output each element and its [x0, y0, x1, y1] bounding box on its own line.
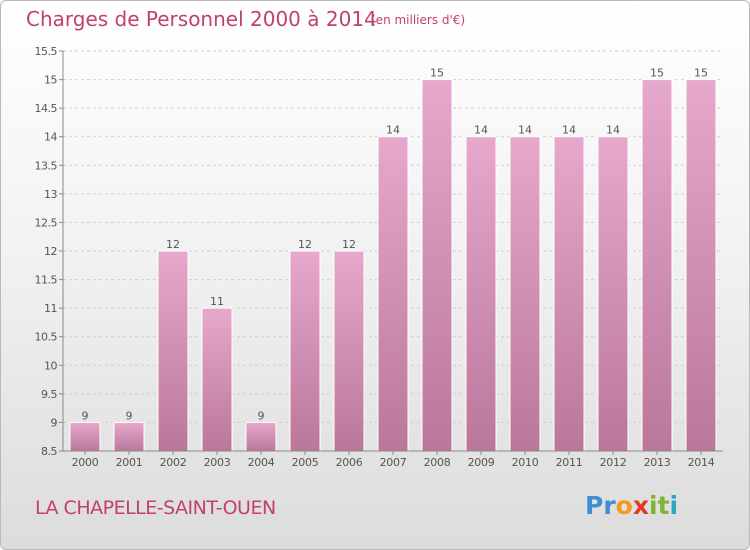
- bar-2010: [509, 136, 541, 452]
- bar-value-label: 14: [562, 124, 576, 137]
- logo-letter: i: [649, 491, 658, 520]
- y-tick-label: 11.5: [35, 274, 58, 287]
- x-tick-label: 2010: [512, 456, 539, 469]
- bar-value-label: 9: [82, 409, 89, 422]
- bar-2000: [69, 421, 101, 452]
- logo-letter: i: [669, 491, 679, 520]
- y-tick-label: 9.5: [41, 388, 57, 401]
- logo-letter: t: [657, 491, 670, 520]
- y-tick-label: 10: [44, 359, 57, 372]
- x-tick-label: 2000: [72, 456, 99, 469]
- bar-value-label: 9: [258, 409, 265, 422]
- x-tick-label: 2001: [116, 456, 143, 469]
- chart-title: Charges de Personnel 2000 à 2014: [26, 7, 377, 31]
- bar-value-label: 14: [474, 124, 488, 137]
- y-tick-label: 11: [44, 302, 57, 315]
- bar-value-label: 14: [606, 124, 620, 137]
- x-tick-label: 2004: [248, 456, 275, 469]
- bar-2005: [289, 250, 321, 452]
- y-tick-label: 14: [44, 131, 57, 144]
- x-tick-label: 2002: [160, 456, 187, 469]
- bars: [69, 79, 717, 452]
- bar-value-label: 11: [210, 295, 224, 308]
- bar-value-label: 12: [342, 238, 356, 251]
- x-tick-label: 2011: [556, 456, 583, 469]
- x-tick-label: 2014: [688, 456, 715, 469]
- bar-value-label: 14: [386, 124, 400, 137]
- bar-2012: [597, 136, 629, 452]
- x-tick-label: 2012: [600, 456, 627, 469]
- y-tick-label: 14.5: [35, 102, 58, 115]
- y-tick-label: 8.5: [41, 445, 57, 458]
- logo-letter: x: [632, 491, 649, 520]
- bar-value-labels: 9 9 12 11 9 12 12 14 15 14 14 14 14 15 15: [82, 67, 709, 423]
- y-axis: 8.5 9 9.5 10 10.5 11 11.5 12 12.5 13 13.5 14 14.5 15 1…: [35, 45, 64, 458]
- bar-2009: [465, 136, 497, 452]
- x-tick-label: 2013: [644, 456, 671, 469]
- y-tick-label: 13: [44, 188, 57, 201]
- y-tick-label: 12: [44, 245, 57, 258]
- logo-letter: o: [615, 491, 633, 520]
- place-name: LA CHAPELLE-SAINT-OUEN: [35, 497, 276, 519]
- bar-2001: [113, 421, 145, 452]
- proxiti-logo: Proxiti: [585, 491, 678, 520]
- y-tick-label: 15: [44, 74, 57, 87]
- bar-value-label: 14: [518, 124, 532, 137]
- logo-letter: P: [585, 491, 604, 520]
- bar-2002: [157, 250, 189, 452]
- x-tick-label: 2009: [468, 456, 495, 469]
- bar-2008: [421, 79, 453, 452]
- bar-value-label: 15: [430, 67, 444, 80]
- bar-value-label: 15: [694, 67, 708, 80]
- bar-value-label: 15: [650, 67, 664, 80]
- bar-2011: [553, 136, 585, 452]
- x-tick-label: 2005: [292, 456, 319, 469]
- y-tick-label: 12.5: [35, 216, 58, 229]
- y-tick-label: 13.5: [35, 159, 58, 172]
- x-tick-label: 2003: [204, 456, 231, 469]
- bar-2013: [641, 79, 673, 452]
- x-tick-label: 2008: [424, 456, 451, 469]
- y-tick-label: 10.5: [35, 331, 58, 344]
- chart-subtitle: (en milliers d'€): [371, 13, 466, 27]
- y-tick-label: 15.5: [35, 45, 58, 58]
- bar-value-label: 12: [166, 238, 180, 251]
- bar-2006: [333, 250, 365, 452]
- x-tick-label: 2006: [336, 456, 363, 469]
- bar-2003: [201, 307, 233, 452]
- bar-value-label: 12: [298, 238, 312, 251]
- bar-2007: [377, 136, 409, 452]
- x-axis: 2000 2001 2002 2003 2004 2005 2006 2007 2008 2009…: [63, 450, 723, 469]
- bar-2004: [245, 421, 277, 452]
- logo-letter: r: [603, 491, 616, 520]
- x-tick-label: 2007: [380, 456, 407, 469]
- bar-value-label: 9: [126, 409, 133, 422]
- y-tick-label: 9: [51, 416, 58, 429]
- bar-2014: [685, 79, 717, 452]
